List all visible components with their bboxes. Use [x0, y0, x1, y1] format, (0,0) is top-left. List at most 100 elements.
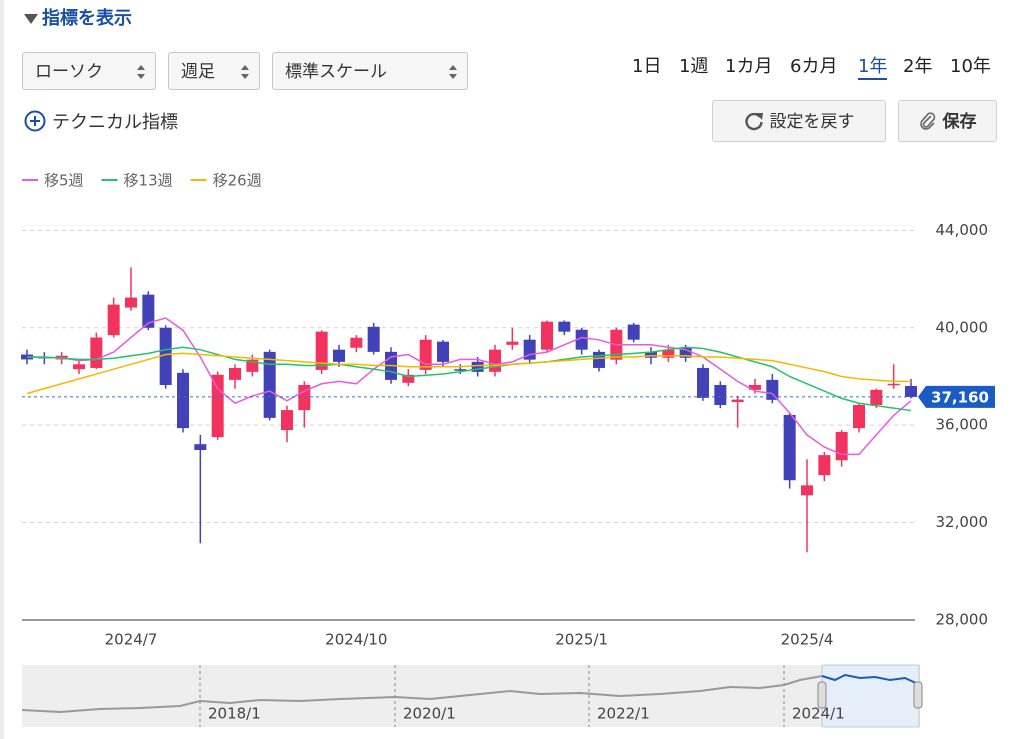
candle-body: [558, 321, 571, 332]
save-button[interactable]: 保存: [898, 100, 997, 142]
candle-body: [211, 374, 224, 438]
candle-body: [402, 374, 415, 383]
period-tab[interactable]: 1日: [632, 56, 662, 77]
period-tab[interactable]: 10年: [950, 56, 991, 77]
moving-average-line: [27, 346, 912, 412]
navigator-label: 2020/1: [403, 705, 456, 723]
candle-body: [350, 337, 363, 348]
navigator-handle[interactable]: [913, 681, 923, 709]
toggle-title: 指標を表示: [42, 8, 132, 29]
navigator-label: 2024/1: [792, 705, 845, 723]
candle-body: [73, 364, 85, 370]
reset-text: 設定を戻す: [769, 112, 855, 132]
candle-body: [905, 385, 917, 397]
reset-icon: [744, 112, 763, 131]
candle-body: [731, 399, 744, 403]
candle-body: [627, 324, 640, 340]
candle-body: [298, 384, 311, 411]
candle-body: [333, 349, 345, 362]
period-tab[interactable]: 2年: [903, 56, 933, 77]
y-tick-label: 32,000: [936, 513, 989, 531]
last-price-label: 37,160: [931, 388, 989, 406]
candle-body: [246, 359, 259, 372]
candle-body: [662, 349, 675, 358]
candle-body: [801, 485, 813, 496]
navigator-bg: [22, 665, 920, 727]
candle-body: [419, 339, 432, 370]
technical-text: テクニカル指標: [52, 112, 178, 133]
period-tab[interactable]: 6カ月: [790, 56, 838, 77]
candle-body: [90, 337, 103, 368]
navigator-handle[interactable]: [817, 681, 827, 709]
select-text: 標準スケール: [285, 62, 387, 82]
legend-label: 移5週: [44, 172, 84, 190]
plus-icon: [24, 110, 46, 132]
y-tick-label: 44,000: [936, 221, 989, 239]
interval-select[interactable]: 週足: [168, 52, 260, 90]
candle-body: [142, 294, 155, 328]
candle-body: [575, 329, 588, 350]
candle-body: [835, 431, 848, 461]
x-tick-label: 2024/10: [325, 631, 387, 649]
navigator-history-line: [21, 675, 823, 714]
indicator-toggle[interactable]: 指標を表示: [24, 4, 132, 30]
candle-body: [749, 384, 761, 390]
stock-chart: 移5週 移13週 移26週 28,000 32,000 36,000 40,000 44,00…: [21, 172, 995, 728]
candle-body: [315, 331, 328, 370]
candle-body: [281, 410, 293, 431]
navigator-label: 2018/1: [208, 705, 261, 723]
technical-button[interactable]: テクニカル指標: [24, 108, 178, 134]
candle-body: [714, 384, 727, 405]
candle-body: [177, 372, 189, 429]
candle-body: [437, 341, 449, 362]
candle-body: [541, 321, 553, 350]
candle-body: [229, 367, 241, 380]
select-arrows: [137, 65, 145, 79]
scale-select[interactable]: 標準スケール: [272, 52, 468, 90]
legend-label: 移26週: [213, 172, 262, 190]
candle-body: [853, 404, 865, 429]
clip-icon: [919, 112, 935, 130]
x-tick-label: 2024/7: [105, 631, 158, 649]
candle-body: [367, 326, 380, 352]
moving-average-line: [26, 352, 911, 395]
select-arrows: [449, 65, 457, 79]
candle-body: [489, 349, 501, 372]
navigator-label: 2022/1: [597, 705, 650, 723]
candle-body: [454, 369, 467, 371]
legend-label: 移13週: [124, 172, 173, 190]
candle-body: [194, 444, 207, 451]
reset-button[interactable]: 設定を戻す: [712, 100, 886, 142]
candle-body: [783, 414, 796, 481]
side-strip: [0, 0, 4, 739]
candle-body: [679, 347, 692, 358]
candle-body: [593, 351, 605, 368]
navigator-current-line: [821, 673, 919, 685]
toggle-icon: [24, 14, 38, 24]
candle-body: [471, 361, 484, 372]
period-tab[interactable]: 1週: [679, 56, 709, 77]
chart-style-select[interactable]: ローソク: [22, 52, 156, 90]
candle-body: [506, 341, 519, 345]
period-tab[interactable]: 1年: [858, 52, 888, 80]
navigator-window: [821, 664, 920, 728]
candle-body: [107, 304, 120, 336]
x-tick-label: 2025/4: [781, 631, 834, 649]
candle-body: [887, 383, 900, 386]
candles: [21, 267, 917, 553]
period-tab[interactable]: 1カ月: [725, 56, 773, 77]
x-tick-label: 2025/1: [555, 631, 608, 649]
candle-body: [125, 297, 137, 308]
moving-average-line: [26, 317, 912, 456]
candle-body: [159, 327, 172, 385]
y-tick-label: 40,000: [936, 318, 989, 336]
y-tick-label: 28,000: [936, 611, 989, 629]
candle-body: [818, 455, 831, 476]
candle-body: [263, 351, 276, 418]
select-arrows: [241, 65, 249, 79]
select-text: ローソク: [35, 62, 103, 82]
save-text: 保存: [942, 112, 977, 132]
candle-body: [766, 379, 779, 400]
y-tick-label: 36,000: [936, 416, 989, 434]
